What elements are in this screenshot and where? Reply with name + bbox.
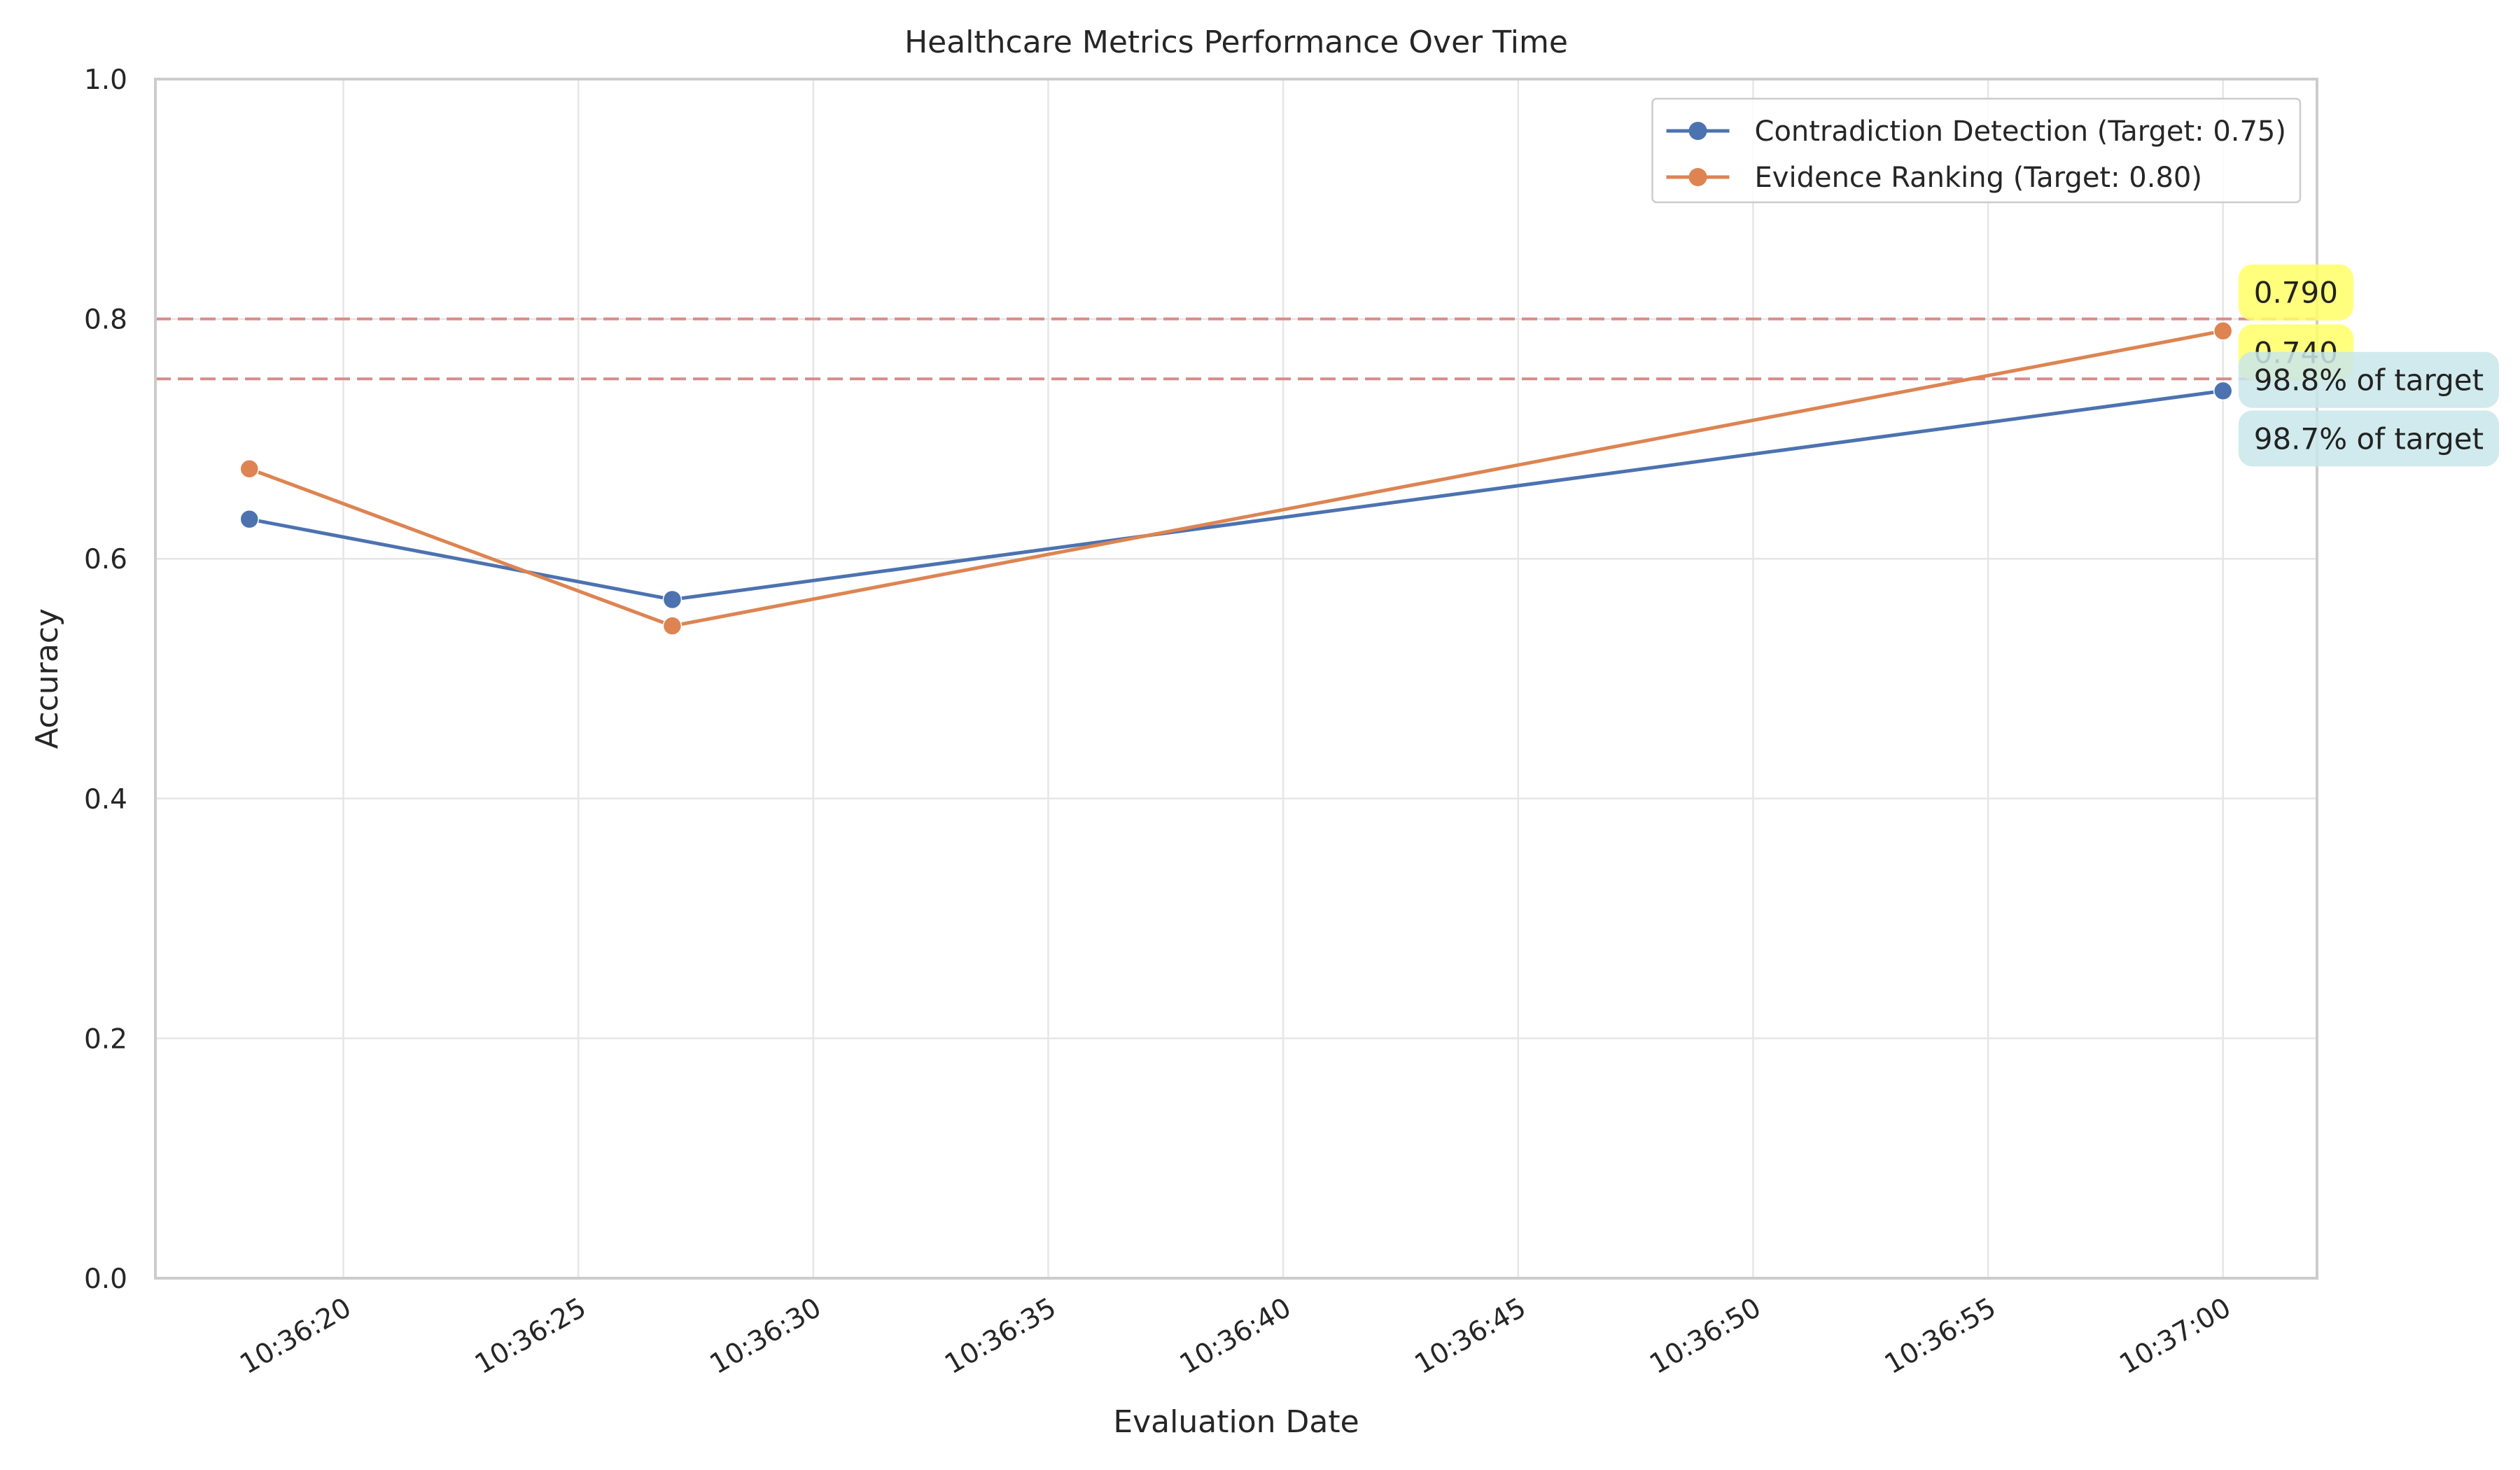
chart-title: Healthcare Metrics Performance Over Time <box>904 24 1568 60</box>
legend-label: Evidence Ranking (Target: 0.80) <box>1755 162 2202 194</box>
plot-frame <box>154 78 2318 1280</box>
legend-marker <box>1688 168 1707 186</box>
legend: Contradiction Detection (Target: 0.75) Ev… <box>1651 97 2302 204</box>
annotation-label: 98.7% of target <box>2254 421 2484 456</box>
y-tick-label: 0.8 <box>84 304 127 336</box>
annotation: 0.790 <box>2238 264 2353 321</box>
y-tick-label: 0.4 <box>84 784 127 816</box>
annotation-label: 0.790 <box>2254 276 2338 310</box>
x-axis-label: Evaluation Date <box>1113 1404 1359 1440</box>
annotation: 98.7% of target <box>2238 410 2500 467</box>
legend-box <box>1651 97 2302 204</box>
y-axis-label: Accuracy <box>29 608 65 749</box>
annotation-box <box>2238 351 2500 408</box>
annotation-label: 98.8% of target <box>2254 363 2484 398</box>
data-point <box>239 458 260 479</box>
annotation-box <box>2238 410 2500 467</box>
legend-label: Contradiction Detection (Target: 0.75) <box>1755 115 2286 148</box>
data-point <box>2213 381 2233 401</box>
y-tick-label: 0.6 <box>84 544 127 575</box>
legend-marker <box>1688 122 1707 140</box>
data-point <box>2213 321 2233 341</box>
legend-entry: Contradiction Detection (Target: 0.75) <box>1666 115 2286 148</box>
data-point <box>239 509 260 529</box>
legend-entry: Evidence Ranking (Target: 0.80) <box>1666 162 2202 194</box>
target-lines <box>155 317 2317 381</box>
annotation: 98.8% of target <box>2238 351 2500 408</box>
y-tick-label: 0.0 <box>84 1264 127 1295</box>
y-tick-label: 0.2 <box>84 1023 127 1055</box>
annotation-box <box>2238 264 2353 321</box>
data-point <box>662 616 682 636</box>
series-group <box>239 321 2233 636</box>
y-tick-label: 1.0 <box>84 64 127 96</box>
data-point <box>662 589 682 610</box>
